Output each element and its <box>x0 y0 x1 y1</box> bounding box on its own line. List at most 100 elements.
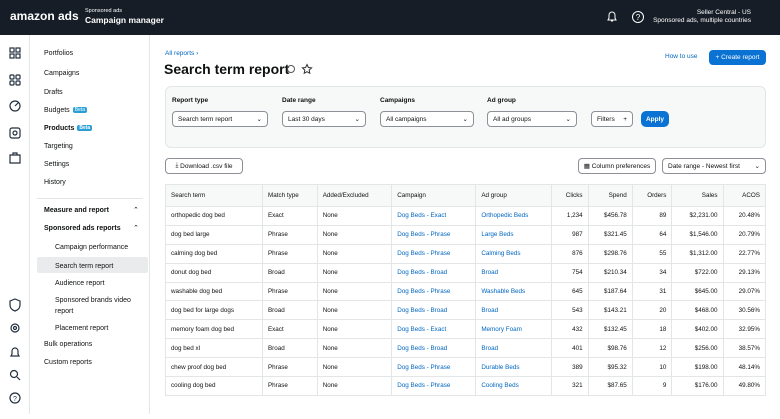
filters-button[interactable]: Filters + <box>591 111 633 127</box>
nav-item[interactable]: History <box>44 179 66 186</box>
create-report-button[interactable]: + Create report <box>709 50 766 65</box>
side-nav <box>30 35 150 414</box>
table-cell: $722.00 <box>671 262 724 283</box>
nav-label: Campaigns <box>44 70 80 77</box>
nav-item[interactable]: Products Beta <box>44 125 93 132</box>
page-title: Search term report <box>164 61 290 77</box>
table-cell[interactable]: Dog Beds - Phrase <box>391 243 477 264</box>
title-icons[interactable] <box>286 63 316 75</box>
table-cell: 1,234 <box>551 206 589 226</box>
create-report-label: Create report <box>721 54 760 61</box>
nav-item[interactable]: Budgets Beta <box>44 107 87 114</box>
table-row: orthopedic dog bed Exact None Dog Beds - Ex… <box>165 206 767 226</box>
table-cell[interactable]: Dog Beds - Broad <box>391 300 477 321</box>
table-cell[interactable]: Dog Beds - Exact <box>391 206 477 226</box>
filter-select[interactable]: All campaigns ⌄ <box>380 111 474 127</box>
table-cell: 10 <box>631 357 673 378</box>
table-cell: $143.21 <box>587 300 633 321</box>
column-header[interactable]: Search term <box>165 184 263 207</box>
filter-select[interactable]: Last 30 days ⌄ <box>282 111 366 127</box>
download-button[interactable]: ⤓ Download .csv file <box>165 158 243 174</box>
column-label: Orders <box>647 192 667 199</box>
nav-item[interactable]: Drafts <box>44 89 63 96</box>
table-cell[interactable]: Dog Beds - Phrase <box>391 224 477 245</box>
table-cell: $468.00 <box>671 300 724 321</box>
table-cell[interactable]: Dog Beds - Broad <box>391 338 477 359</box>
table-cell[interactable]: Broad <box>475 262 553 283</box>
table-cell[interactable]: Dog Beds - Exact <box>391 319 477 340</box>
search-term: chew proof dog bed <box>165 357 263 378</box>
nav-item[interactable]: Targeting <box>44 143 73 150</box>
table-row: donut dog bed Broad None Dog Beds - Broad Br… <box>165 262 767 283</box>
column-header[interactable]: Orders <box>631 184 673 207</box>
table-cell[interactable]: Washable Beds <box>475 281 553 302</box>
nav-sub-item[interactable]: Search term report <box>55 263 114 270</box>
table-cell: 22.77% <box>722 243 767 264</box>
nav-section[interactable]: Measure and report <box>44 207 109 214</box>
notifications-icon[interactable] <box>605 10 619 24</box>
table-cell[interactable]: Dog Beds - Phrase <box>391 376 477 396</box>
nav-label: Drafts <box>44 89 63 96</box>
column-header[interactable]: Campaign <box>391 184 477 207</box>
nav-sub-item[interactable]: Placement report <box>55 325 109 332</box>
filters-label: Filters <box>597 115 615 123</box>
column-header[interactable]: ACOS <box>722 184 767 207</box>
sort-select[interactable]: Date range - Newest first ⌄ <box>662 158 766 174</box>
how-to-use[interactable]: How to use <box>665 53 698 60</box>
column-header[interactable]: Match type <box>261 184 318 207</box>
filter-select[interactable]: Search term report ⌄ <box>172 111 268 127</box>
nav-label: History <box>44 179 66 186</box>
nav-sub-item[interactable]: Sponsored brands video report <box>55 297 131 315</box>
nav-subsection[interactable]: Sponsored ads reports <box>44 225 121 232</box>
table-cell: 30.56% <box>722 300 767 321</box>
table-row: dog bed for large dogs Broad None Dog Beds … <box>165 300 767 321</box>
help-icon[interactable]: ? <box>631 10 645 24</box>
column-header[interactable]: Added/Excluded <box>316 184 393 207</box>
table-cell[interactable]: Calming Beds <box>475 243 553 264</box>
logo[interactable]: amazon ads <box>10 9 79 23</box>
breadcrumb[interactable]: All reports › <box>165 50 199 57</box>
nav-sub-item[interactable]: Audience report <box>55 280 105 287</box>
table-cell[interactable]: Durable Beds <box>475 357 553 378</box>
column-preferences-button[interactable]: ▦ Column preferences <box>578 158 656 174</box>
table-cell: $456.78 <box>587 206 633 226</box>
table-cell[interactable]: Dog Beds - Phrase <box>391 357 477 378</box>
account[interactable]: Seller Central - US <box>696 9 751 16</box>
column-header[interactable]: Ad group <box>475 184 553 207</box>
table-cell[interactable]: Dog Beds - Broad <box>391 262 477 283</box>
table-cell[interactable]: Cooling Beds <box>475 376 553 396</box>
account-sub: Sponsored ads, multiple countries <box>653 17 751 24</box>
breadcrumb-link[interactable]: All reports <box>165 50 195 57</box>
download-label: Download .csv file <box>180 162 233 170</box>
filter-value: Last 30 days <box>288 115 325 123</box>
table-cell: None <box>316 224 393 245</box>
nav-item[interactable]: Portfolios <box>44 50 73 57</box>
table-cell[interactable]: Memory Foam <box>475 319 553 340</box>
filter-value: All campaigns <box>386 115 427 123</box>
nav-item[interactable]: Settings <box>44 161 69 168</box>
table-cell[interactable]: Orthopedic Beds <box>475 206 553 226</box>
nav-label: Settings <box>44 161 70 168</box>
table-cell: Phrase <box>261 376 318 396</box>
table-cell[interactable]: Broad <box>475 338 553 359</box>
table-cell[interactable]: Large Beds <box>475 224 553 245</box>
active-highlight <box>37 257 148 273</box>
apply-button[interactable]: Apply <box>641 111 669 127</box>
nav-item[interactable]: Custom reports <box>44 359 92 366</box>
column-label: Campaign <box>397 192 426 199</box>
product-line: Sponsored ads <box>85 8 122 14</box>
nav-sub-item[interactable]: Campaign performance <box>55 244 129 251</box>
column-header[interactable]: Clicks <box>551 184 589 207</box>
table-cell[interactable]: Dog Beds - Phrase <box>391 281 477 302</box>
table-cell: 18 <box>631 319 673 340</box>
nav-item[interactable]: Campaigns <box>44 70 79 77</box>
column-header[interactable]: Spend <box>587 184 633 207</box>
table-cell: 49.80% <box>722 376 767 396</box>
table-cell[interactable]: Broad <box>475 300 553 321</box>
table-cell: 389 <box>551 357 589 378</box>
rail-icons[interactable]: ? <box>0 35 30 414</box>
nav-item[interactable]: Bulk operations <box>44 341 93 348</box>
column-header[interactable]: Sales <box>671 184 724 207</box>
table-cell: 321 <box>551 376 589 396</box>
filter-select[interactable]: All ad groups ⌄ <box>487 111 577 127</box>
